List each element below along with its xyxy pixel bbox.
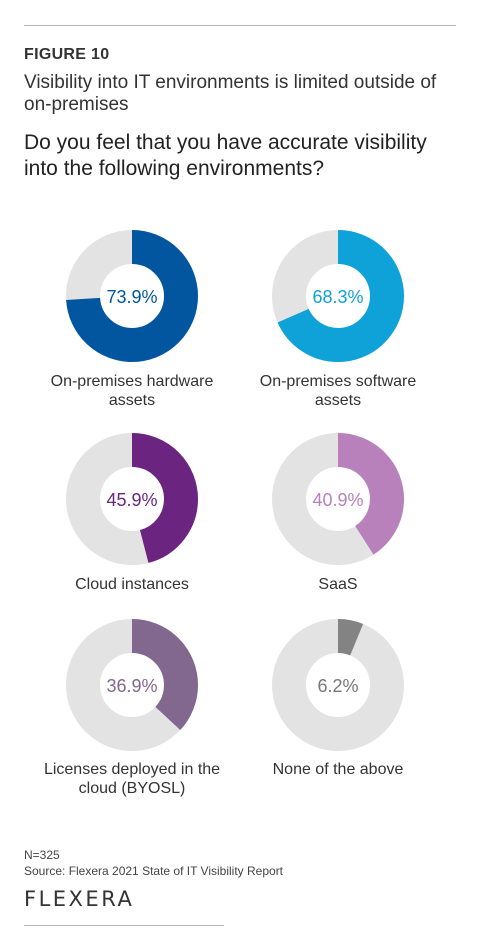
donut-value-label: 6.2% <box>317 676 358 696</box>
bottom-divider <box>24 925 224 926</box>
donut-chart: 45.9% <box>66 433 198 565</box>
donut-slice <box>272 230 404 362</box>
figure-title: Visibility into IT environments is limit… <box>24 72 437 115</box>
donut-value-label: 73.9% <box>106 287 157 307</box>
donut-chart: 36.9% <box>66 619 198 751</box>
chart-question: Do you feel that you have accurate visib… <box>24 131 427 180</box>
donut-value-label: 40.9% <box>312 490 363 510</box>
donut-slice <box>272 433 404 565</box>
donut-chart: 73.9% <box>66 230 198 362</box>
donut-slice <box>272 619 404 751</box>
donut-slice <box>66 230 198 362</box>
donut-category-label: On-premises software assets <box>259 373 417 409</box>
donut-slice <box>66 433 198 565</box>
donut-chart: 40.9% <box>272 433 404 565</box>
sample-size-note: N=325 <box>24 848 60 862</box>
donut-category-label: Cloud instances <box>75 576 189 593</box>
donut-value-label: 45.9% <box>106 490 157 510</box>
donut-category-label: None of the above <box>272 761 404 778</box>
donut-slice <box>66 619 198 751</box>
donut-value-label: 36.9% <box>106 676 157 696</box>
donut-category-label: SaaS <box>318 576 358 593</box>
donut-category-label: Licenses deployed in the cloud (BYOSL) <box>43 761 221 797</box>
donut-chart: 6.2% <box>272 619 404 751</box>
source-note: Source: Flexera 2021 State of IT Visibil… <box>24 864 284 878</box>
figure-label: FIGURE 10 <box>24 46 110 63</box>
donut-category-label: On-premises hardware assets <box>50 373 214 409</box>
donut-value-label: 68.3% <box>312 287 363 307</box>
donut-chart: 68.3% <box>272 230 404 362</box>
flexera-logo: FLEXERA <box>24 887 135 911</box>
top-divider <box>24 25 456 26</box>
